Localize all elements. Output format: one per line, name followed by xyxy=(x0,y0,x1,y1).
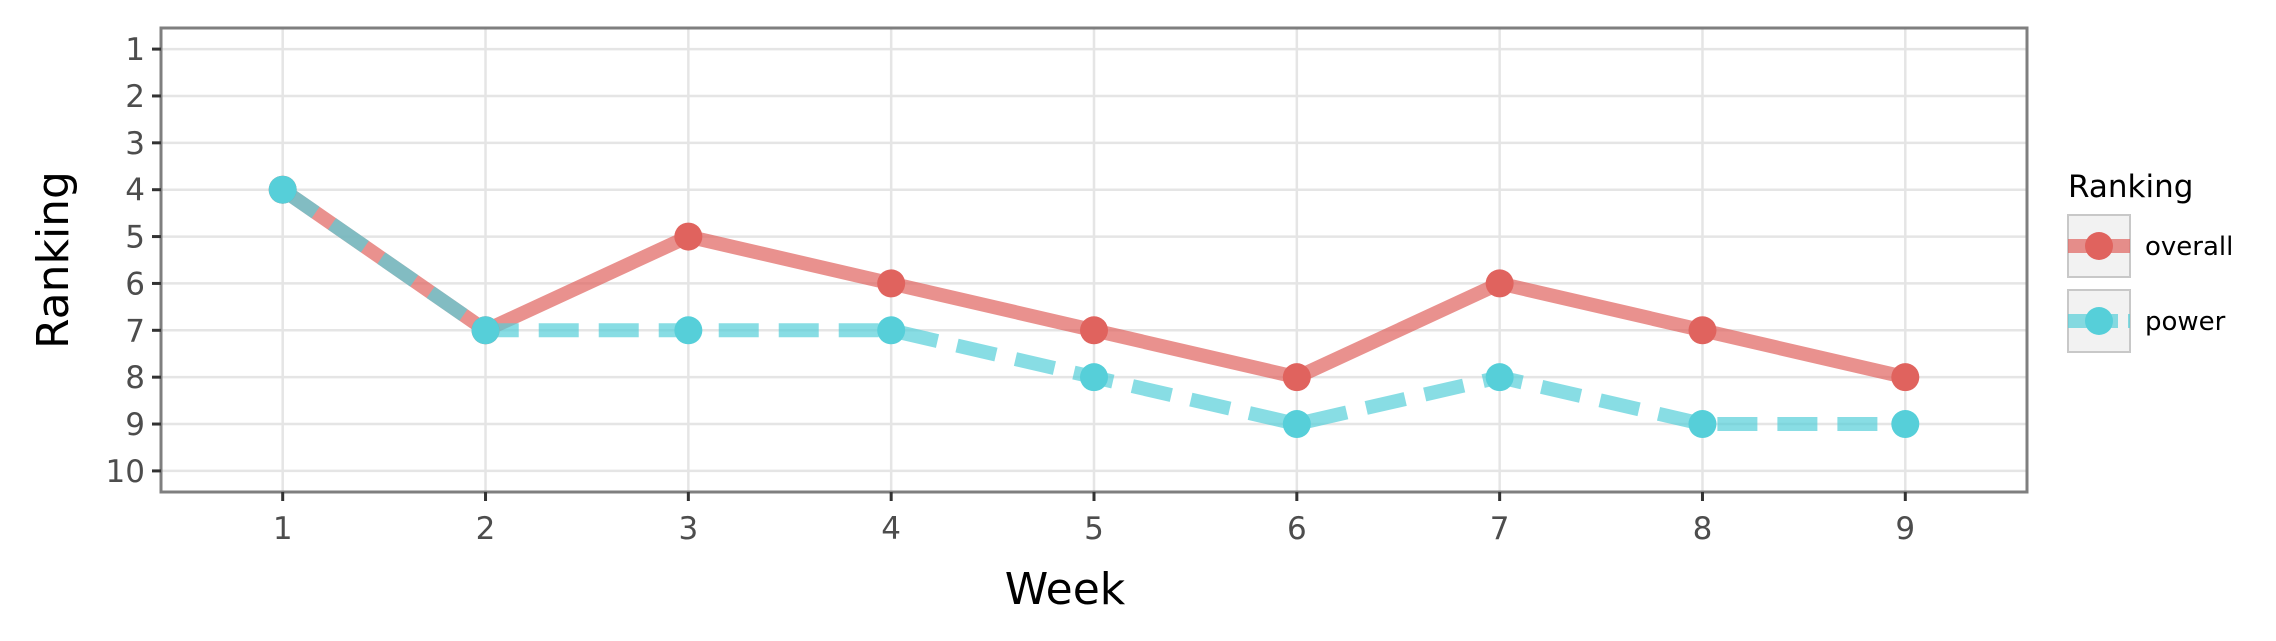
x-tick-label: 4 xyxy=(881,511,901,547)
y-tick-label: 9 xyxy=(125,407,145,443)
y-tick-label: 6 xyxy=(125,266,145,302)
x-tick-label: 1 xyxy=(273,511,293,547)
data-point-power xyxy=(1688,410,1717,439)
data-point-power xyxy=(1485,363,1514,392)
data-point-power xyxy=(1282,410,1311,439)
y-tick-label: 1 xyxy=(125,32,145,68)
data-point-overall xyxy=(1688,316,1717,345)
y-tick-label: 7 xyxy=(125,313,145,349)
x-tick-label: 2 xyxy=(476,511,496,547)
data-point-power xyxy=(877,316,906,345)
data-point-overall xyxy=(674,222,703,251)
data-point-power xyxy=(674,316,703,345)
y-tick-label: 10 xyxy=(106,454,145,490)
legend-label: overall xyxy=(2145,232,2233,262)
y-axis-title: Ranking xyxy=(28,171,79,349)
y-tick-label: 5 xyxy=(125,220,145,256)
y-tick-label: 4 xyxy=(125,173,145,209)
legend-key-point xyxy=(2085,307,2113,335)
data-point-power xyxy=(471,316,500,345)
x-tick-label: 8 xyxy=(1693,511,1713,547)
x-axis-title: Week xyxy=(1005,564,1126,615)
x-tick-label: 3 xyxy=(678,511,698,547)
x-tick-label: 5 xyxy=(1084,511,1104,547)
data-point-overall xyxy=(877,269,906,298)
data-point-overall xyxy=(1891,363,1920,392)
x-axis: 1 2 3 4 5 6 7 8 9 xyxy=(273,492,1915,547)
y-tick-label: 2 xyxy=(125,79,145,115)
legend-item-power: power xyxy=(2067,289,2226,353)
y-tick-label: 8 xyxy=(125,360,145,396)
data-point-overall xyxy=(1485,269,1514,298)
legend: Ranking overall power xyxy=(2067,169,2233,353)
x-tick-label: 9 xyxy=(1895,511,1915,547)
legend-key-point xyxy=(2085,232,2113,260)
legend-label: power xyxy=(2145,307,2226,337)
data-point-overall xyxy=(1080,316,1108,345)
data-point-power xyxy=(1080,363,1108,392)
x-tick-label: 6 xyxy=(1287,511,1307,547)
y-tick-label: 3 xyxy=(125,126,145,162)
legend-item-overall: overall xyxy=(2067,214,2233,278)
data-point-power xyxy=(268,175,297,204)
y-axis: 1 2 3 4 5 6 7 8 9 10 xyxy=(106,32,161,490)
data-point-overall xyxy=(1282,363,1311,392)
legend-title: Ranking xyxy=(2068,169,2193,205)
series-layer xyxy=(268,175,1920,439)
x-tick-label: 7 xyxy=(1490,511,1510,547)
data-point-power xyxy=(1891,410,1920,439)
